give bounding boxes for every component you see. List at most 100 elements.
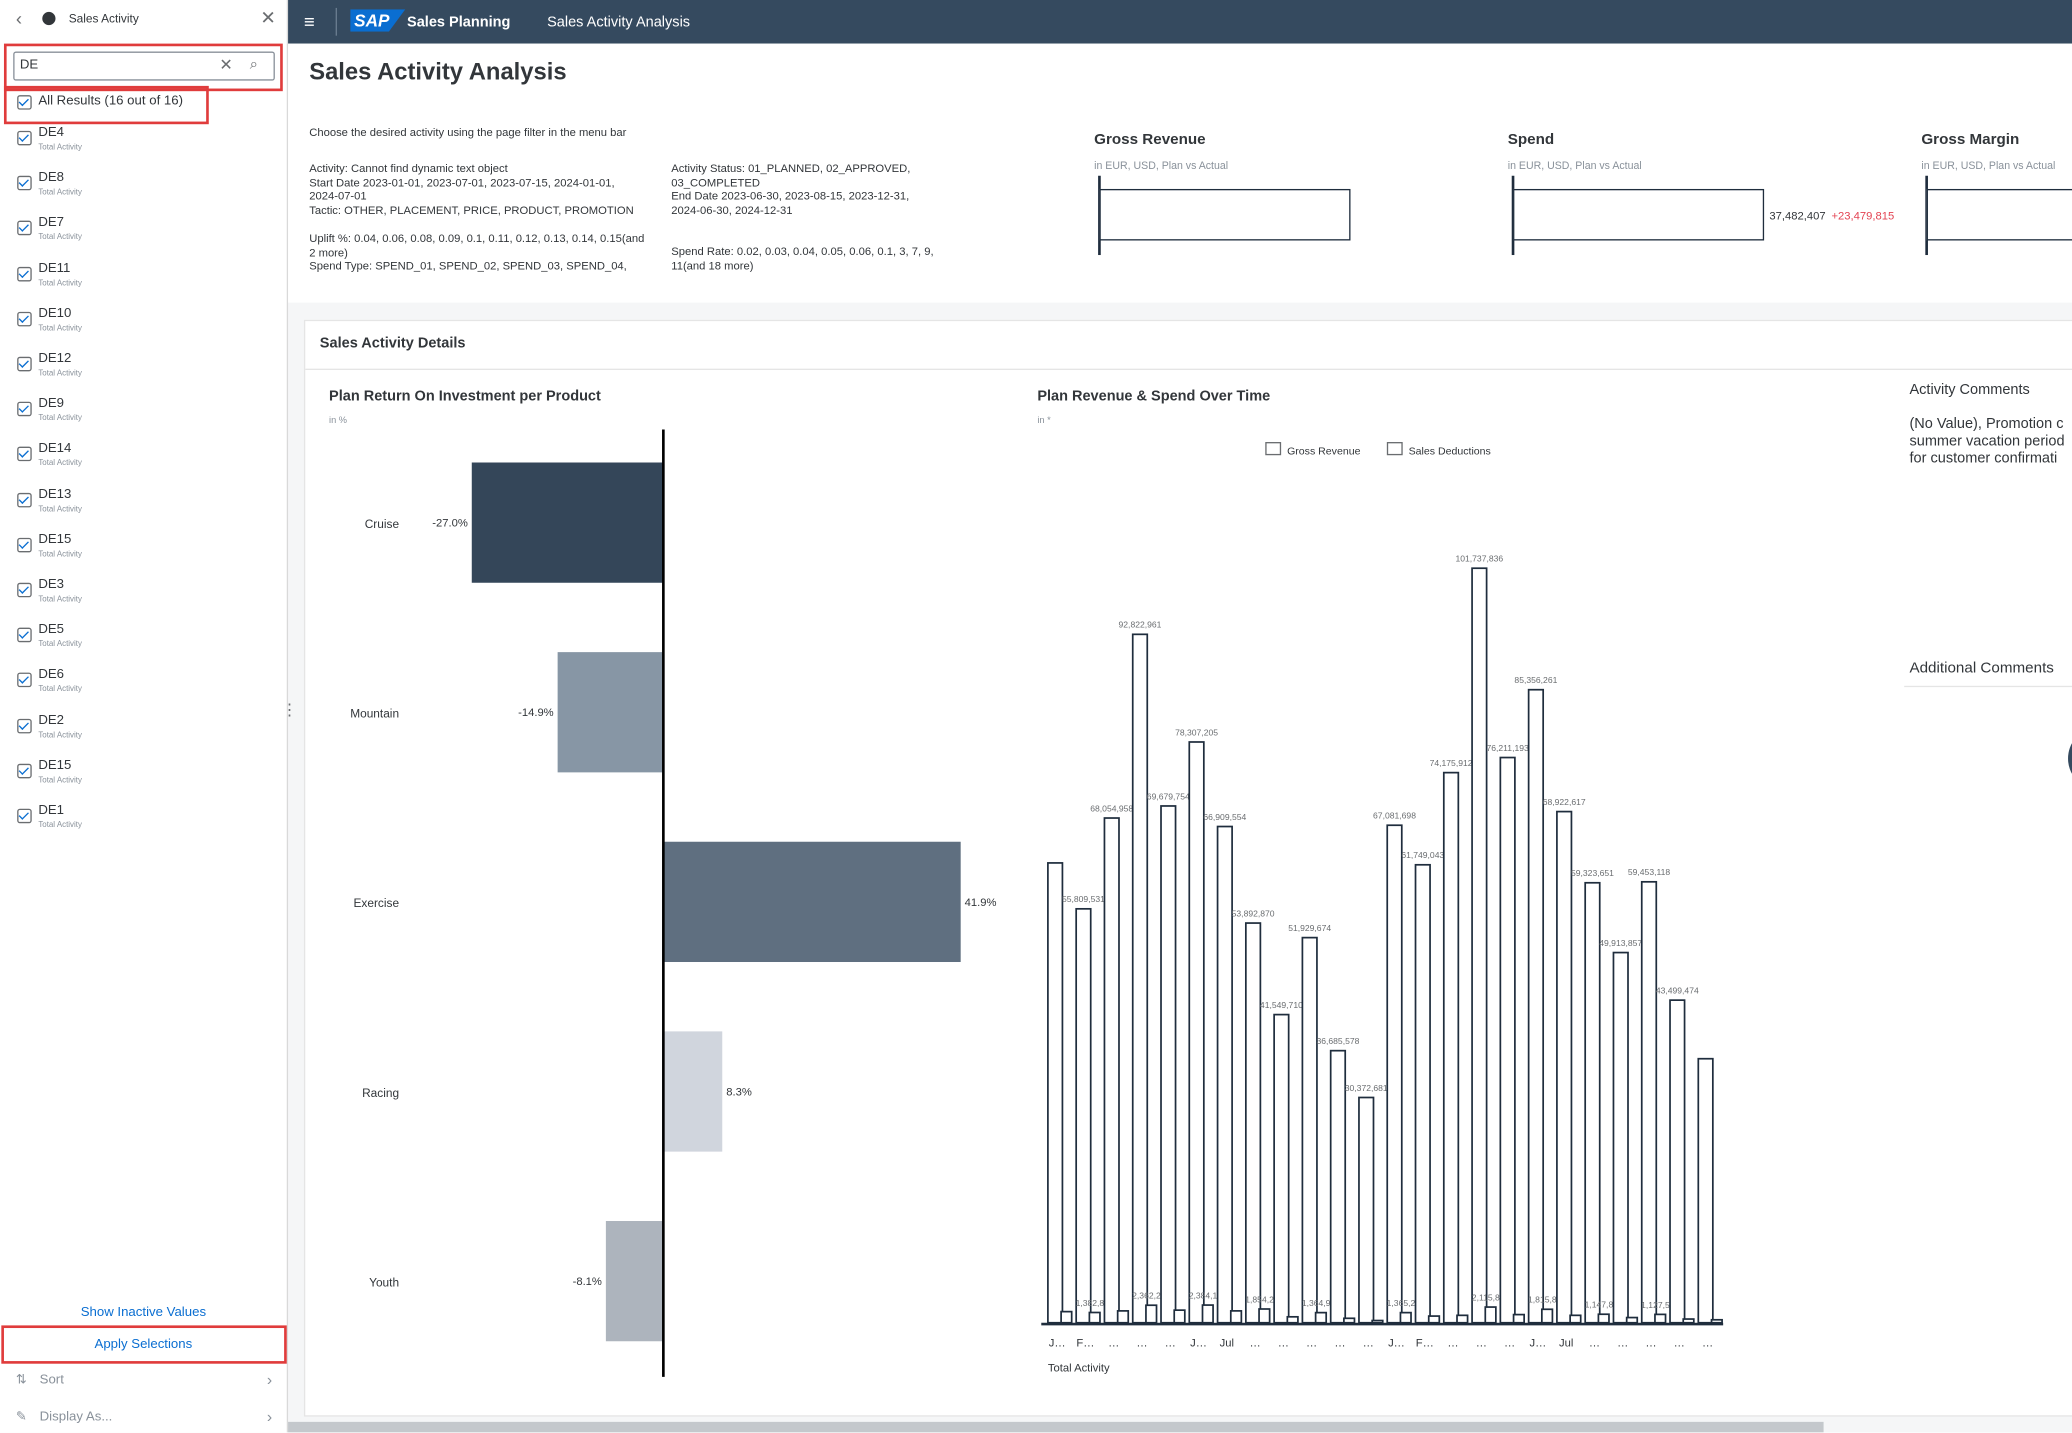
page-title: Sales Activity Analysis (309, 58, 567, 85)
back-button[interactable]: ‹ (15, 7, 23, 30)
bar (1047, 862, 1064, 1324)
item-label[interactable]: DE6 (38, 667, 65, 683)
item-label[interactable]: DE3 (38, 577, 65, 593)
item-label[interactable]: DE9 (38, 396, 65, 412)
item-sub: Total Activity (38, 595, 82, 604)
checkbox[interactable] (17, 95, 32, 110)
bar (471, 462, 664, 583)
kpi-bullet (1099, 188, 1351, 241)
bar (1145, 1304, 1158, 1324)
page-name[interactable]: Sales Activity Analysis (547, 14, 691, 31)
checkbox[interactable] (17, 763, 32, 779)
checkbox[interactable] (17, 808, 32, 824)
checkbox[interactable] (17, 627, 32, 643)
chevron: › (266, 1407, 273, 1426)
legend-swatch (1265, 442, 1282, 456)
bar (1160, 805, 1177, 1324)
panel-icon (42, 11, 56, 26)
item-label[interactable]: DE12 (38, 351, 72, 367)
item-sub: Total Activity (38, 279, 82, 288)
category-label: Cruise (365, 517, 400, 531)
checkbox[interactable] (17, 130, 32, 146)
close-button[interactable]: ✕ (260, 6, 276, 28)
filter-panel: ‹ Sales Activity ✕ DE ✕ ⌕ All Results (1… (0, 0, 297, 1433)
resize-handle[interactable]: ⋮ (281, 700, 298, 719)
x-tick-label: F… (1076, 1338, 1094, 1350)
checkbox[interactable] (17, 175, 32, 191)
data-label: 68,922,617 (1543, 797, 1586, 807)
data-label: 1,364,942 (1302, 1298, 1340, 1308)
bar (1399, 1311, 1412, 1324)
data-label: 59,453,118 (1628, 867, 1671, 877)
divider (335, 7, 337, 36)
chart-subtitle: in % (329, 415, 347, 425)
data-label: -8.1% (573, 1276, 602, 1288)
data-label: 53,892,870 (1232, 908, 1275, 918)
bar (1569, 1314, 1582, 1324)
data-label: 1,854,267 (1245, 1294, 1283, 1304)
item-label[interactable]: DE15 (38, 758, 72, 773)
item-label[interactable]: DE13 (38, 487, 72, 502)
all-results[interactable]: All Results (16 out of 16) (38, 93, 184, 109)
item-label[interactable]: DE15 (38, 532, 72, 547)
bar (1116, 1310, 1130, 1324)
bar (1499, 756, 1516, 1324)
checkbox[interactable] (17, 266, 32, 281)
filter-block: Activity Status: 01_PLANNED, 02_APPROVED… (671, 161, 935, 217)
x-tick-label: … (1702, 1338, 1713, 1350)
apply-button[interactable]: Apply Selections (94, 1337, 193, 1352)
item-label[interactable]: DE11 (38, 261, 71, 276)
filter-block: Spend Rate: 0.02, 0.03, 0.04, 0.05, 0.06… (671, 244, 962, 272)
item-label[interactable]: DE2 (38, 713, 65, 728)
bar (1258, 1308, 1271, 1324)
item-label[interactable]: DE14 (38, 441, 72, 457)
display-option[interactable]: Display As... (39, 1409, 113, 1425)
chart-subtitle: in * (1037, 415, 1051, 425)
item-label[interactable]: DE1 (38, 803, 65, 818)
bar (1173, 1309, 1186, 1324)
checkbox[interactable] (17, 718, 32, 733)
menu-button[interactable]: ≡ (303, 10, 315, 32)
bar (1103, 817, 1120, 1324)
bar (1273, 1013, 1290, 1324)
filter-line: End Date 2023-06-30, 2023-08-15, 2023-12… (671, 188, 910, 217)
checkbox[interactable] (17, 537, 32, 553)
bar (1286, 1315, 1299, 1324)
bar (1654, 1313, 1667, 1324)
checkbox[interactable] (17, 311, 32, 327)
bar (557, 652, 664, 773)
comment-line: (No Value), Promotion c (1909, 416, 2064, 433)
item-label[interactable]: DE4 (38, 125, 65, 141)
item-label[interactable]: DE10 (38, 306, 72, 321)
checkbox[interactable] (17, 356, 32, 372)
checkbox[interactable] (17, 401, 32, 417)
checkbox[interactable] (17, 673, 32, 688)
search-icon[interactable]: ⌕ (249, 56, 258, 73)
data-label: 61,749,043 (1401, 850, 1444, 860)
item-label[interactable]: DE8 (38, 170, 65, 186)
search-input[interactable]: DE ✕ ⌕ (13, 51, 275, 81)
checkbox[interactable] (17, 582, 32, 598)
bar (1597, 1313, 1610, 1324)
item-label[interactable]: DE5 (38, 622, 65, 638)
show-inactive[interactable]: Show Inactive Values (80, 1305, 207, 1321)
chevron: › (266, 1370, 273, 1389)
sort-option[interactable]: Sort (39, 1372, 64, 1388)
filter-line: Spend Type: SPEND_01, SPEND_02, SPEND_03… (309, 259, 627, 273)
kpi-title: Spend (1507, 132, 1555, 149)
x-tick-label: F… (1416, 1338, 1434, 1350)
checkbox[interactable] (17, 221, 32, 236)
checkbox[interactable] (17, 492, 32, 507)
checkbox[interactable] (17, 447, 32, 462)
item-label[interactable]: DE7 (38, 215, 65, 231)
scrollbar[interactable] (288, 1421, 1824, 1433)
kpi-title: Gross Margin (1921, 132, 2020, 149)
clear-search[interactable]: ✕ (219, 55, 233, 75)
legend-swatch (1386, 442, 1403, 456)
kpi-subtitle: in EUR, USD, Plan vs Actual (1507, 159, 1642, 172)
search-text: DE (19, 58, 39, 73)
bar (1471, 567, 1488, 1324)
comments-text: (No Value), Promotion c summer vacation p… (1909, 416, 2064, 468)
